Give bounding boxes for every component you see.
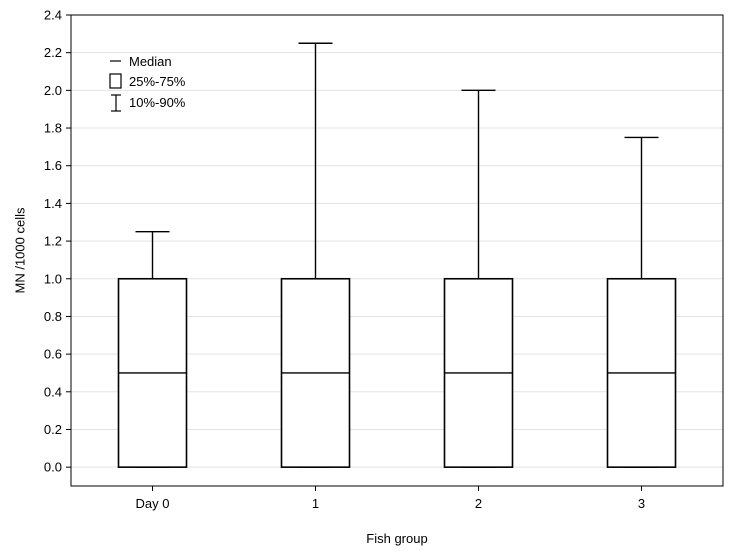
x-tick-label: Day 0 xyxy=(136,496,170,511)
y-tick-label: 1.2 xyxy=(44,234,62,249)
y-tick-label: 2.2 xyxy=(44,45,62,60)
y-tick-label: 2.0 xyxy=(44,83,62,98)
box-day-0 xyxy=(117,230,188,468)
y-tick-label: 1.8 xyxy=(44,121,62,136)
x-axis-ticks: Day 0 1 2 3 xyxy=(136,486,645,511)
y-tick-label: 1.4 xyxy=(44,196,62,211)
x-tick-label: 3 xyxy=(638,496,645,511)
y-tick-label: 1.0 xyxy=(44,271,62,286)
y-axis-ticks: 0.0 0.2 0.4 0.6 0.8 1.0 1.2 1.4 1.6 1.8 2.0 2.2 2.4 xyxy=(44,8,71,475)
y-tick-label: 2.4 xyxy=(44,8,62,23)
y-tick-label: 0.0 xyxy=(44,460,62,475)
legend-whisker-swatch xyxy=(111,94,121,112)
legend-median-label: Median xyxy=(129,54,172,69)
y-tick-label: 0.2 xyxy=(44,422,62,437)
x-tick-label: 2 xyxy=(475,496,482,511)
box-3 xyxy=(606,136,677,468)
box-series xyxy=(117,42,677,468)
plot-area-frame xyxy=(70,14,724,487)
box-2 xyxy=(443,89,514,468)
x-axis-title: Fish group xyxy=(366,531,427,546)
legend-whisker-label: 10%-90% xyxy=(129,95,186,110)
legend-box-label: 25%-75% xyxy=(129,74,186,89)
y-tick-label: 0.6 xyxy=(44,347,62,362)
x-tick-label: 1 xyxy=(312,496,319,511)
y-tick-label: 0.8 xyxy=(44,309,62,324)
y-axis-title: MN /1000 cells xyxy=(13,207,28,293)
legend: Median 25%-75% 10%-90% xyxy=(109,54,186,112)
y-tick-label: 1.6 xyxy=(44,158,62,173)
legend-box-swatch xyxy=(109,73,122,89)
box-1 xyxy=(280,42,351,468)
y-tick-label: 0.4 xyxy=(44,384,62,399)
